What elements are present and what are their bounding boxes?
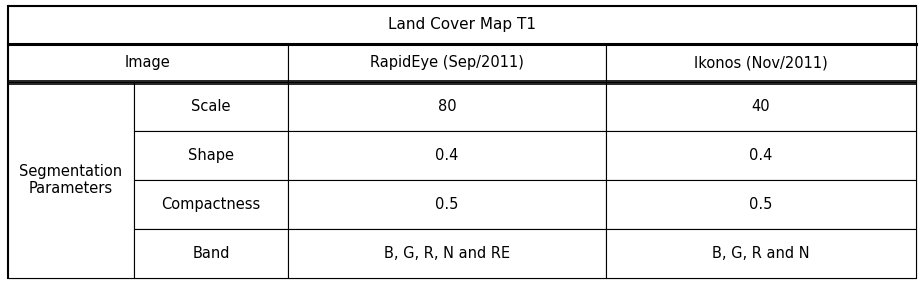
Text: Scale: Scale	[191, 99, 231, 114]
Bar	[8, 44, 288, 82]
Bar	[134, 131, 288, 180]
Bar	[134, 82, 288, 131]
Text: Shape: Shape	[188, 148, 234, 163]
Text: Compactness: Compactness	[162, 197, 261, 212]
Text: 0.5: 0.5	[749, 197, 772, 212]
Bar	[606, 44, 916, 82]
Text: 0.4: 0.4	[749, 148, 772, 163]
Text: Band: Band	[192, 246, 230, 261]
Text: 0.5: 0.5	[435, 197, 458, 212]
Text: Ikonos (Nov/2011): Ikonos (Nov/2011)	[694, 55, 828, 70]
Text: B, G, R, N and RE: B, G, R, N and RE	[384, 246, 510, 261]
Text: 0.4: 0.4	[435, 148, 458, 163]
Bar	[606, 131, 916, 180]
Bar	[288, 82, 606, 131]
Bar	[606, 229, 916, 278]
Text: 80: 80	[438, 99, 456, 114]
Bar	[288, 44, 606, 82]
Bar	[8, 6, 916, 44]
Bar	[288, 229, 606, 278]
Text: Image: Image	[125, 55, 171, 70]
Text: 40: 40	[752, 99, 771, 114]
Text: RapidEye (Sep/2011): RapidEye (Sep/2011)	[371, 55, 524, 70]
Bar	[606, 180, 916, 229]
Bar	[606, 82, 916, 131]
Bar	[288, 180, 606, 229]
Text: Segmentation
Parameters: Segmentation Parameters	[19, 164, 123, 196]
Bar	[288, 131, 606, 180]
Bar	[134, 180, 288, 229]
Bar	[8, 82, 134, 278]
Bar	[134, 229, 288, 278]
Text: B, G, R and N: B, G, R and N	[712, 246, 809, 261]
Text: Land Cover Map T1: Land Cover Map T1	[388, 18, 536, 32]
